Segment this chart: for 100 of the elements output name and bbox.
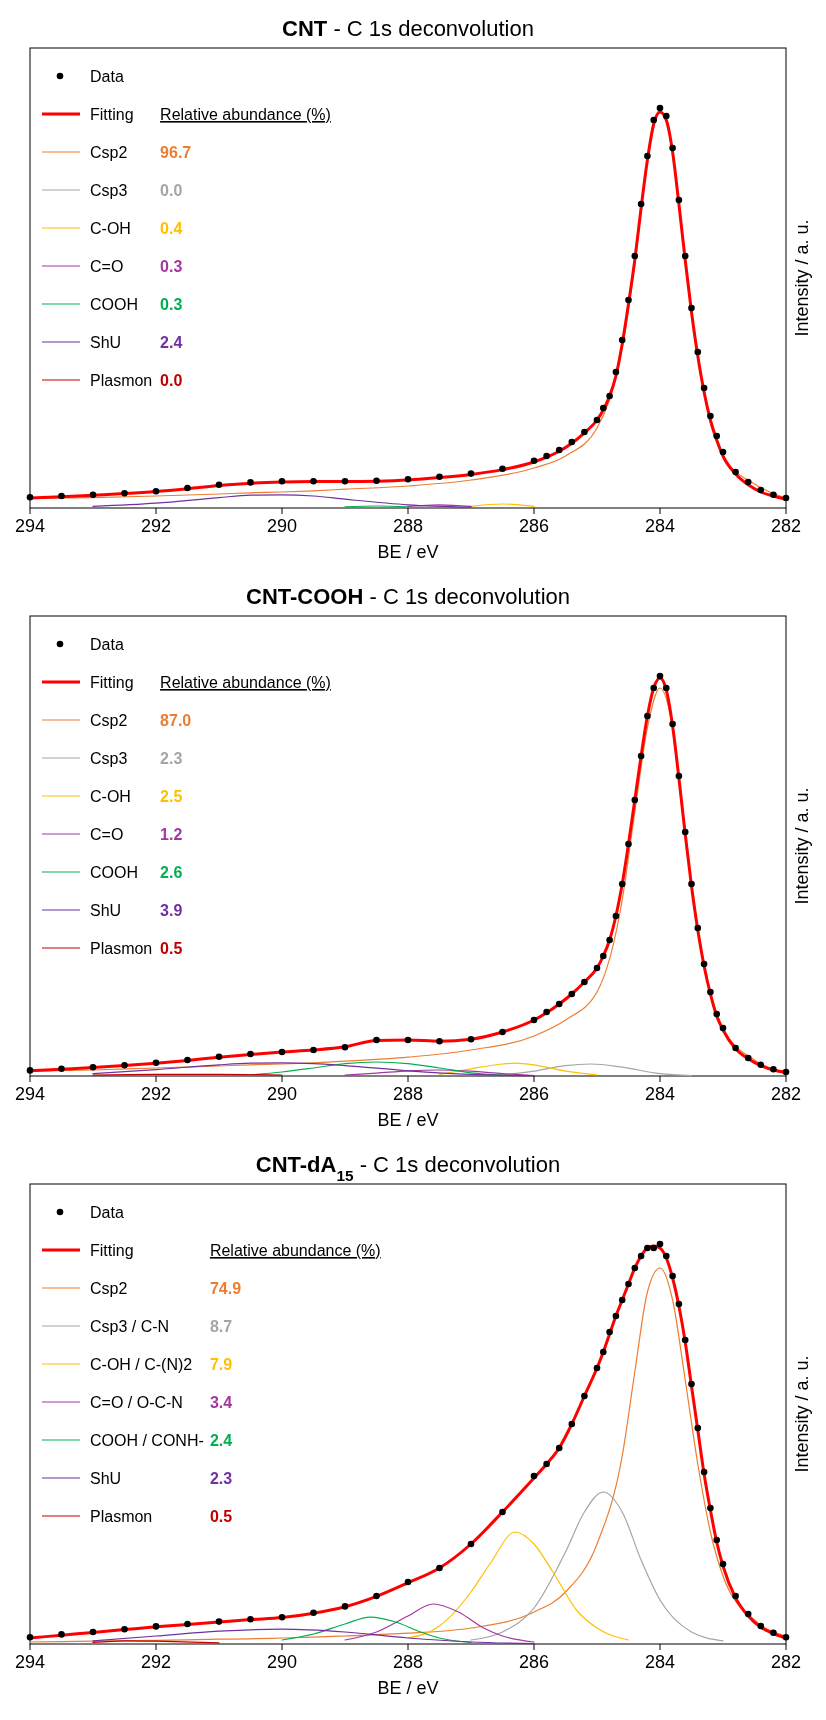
x-tick-label: 290 — [266, 516, 298, 536]
legend-label: Plasmon — [90, 372, 153, 389]
x-tick-label: 292 — [140, 516, 172, 536]
point — [121, 1061, 128, 1069]
point — [625, 296, 632, 304]
point — [782, 494, 790, 502]
point — [719, 1024, 727, 1032]
legend-label: ShU — [90, 902, 122, 919]
point — [278, 1613, 286, 1621]
point — [89, 1063, 97, 1071]
x-tick-label: 288 — [392, 516, 424, 536]
annotation: 74.9 — [209, 1280, 242, 1297]
point — [612, 912, 620, 920]
legend-label: C=O — [90, 258, 124, 275]
point — [618, 336, 626, 344]
point — [625, 1280, 632, 1288]
x-tick-label: 290 — [266, 1652, 298, 1672]
legend-label: ShU — [90, 334, 122, 351]
point — [681, 1336, 689, 1344]
x-tick-label: 282 — [770, 1652, 802, 1672]
point — [663, 1252, 670, 1260]
point — [707, 412, 714, 420]
point — [637, 200, 645, 208]
point — [631, 1264, 639, 1272]
point — [669, 720, 676, 728]
point — [770, 1629, 777, 1637]
legend-label: Csp2 — [90, 1280, 128, 1297]
chart-title: CNT-COOH - C 1s deconvolution — [246, 584, 570, 609]
point — [675, 772, 683, 780]
point — [600, 404, 607, 412]
point — [310, 1046, 317, 1054]
point — [530, 1016, 538, 1024]
x-axis-title: BE / eV — [377, 542, 439, 562]
point — [719, 1560, 727, 1568]
point — [499, 465, 506, 473]
point — [436, 1037, 443, 1045]
point — [757, 1061, 765, 1069]
legend-label: COOH — [90, 864, 138, 881]
point — [341, 1603, 349, 1610]
point — [58, 1065, 65, 1073]
annotation: 1.2 — [160, 826, 183, 843]
annotation: 2.3 — [209, 1470, 233, 1487]
annotation: 3.9 — [160, 902, 183, 919]
annotation: 0.5 — [160, 940, 183, 957]
x-tick-label: 294 — [14, 1084, 46, 1104]
legend-label: C-OH / C-(N)2 — [90, 1356, 193, 1373]
point — [467, 1540, 475, 1548]
annotation: 2.4 — [209, 1432, 233, 1449]
point — [707, 1504, 714, 1512]
x-tick-label: 294 — [14, 516, 46, 536]
legend-label: Plasmon — [90, 1508, 153, 1525]
point — [631, 796, 639, 804]
annotation: 0.4 — [160, 220, 183, 237]
annotation: 0.0 — [160, 182, 183, 199]
point — [341, 1043, 349, 1051]
point — [543, 1008, 550, 1016]
x-axis-title: BE / eV — [377, 1110, 439, 1130]
point — [732, 1592, 739, 1600]
point — [581, 978, 588, 986]
point — [152, 1059, 160, 1067]
point — [436, 473, 443, 481]
point — [694, 348, 702, 356]
annotation: 2.3 — [160, 750, 183, 767]
point — [782, 1068, 790, 1076]
point — [436, 1564, 443, 1572]
x-tick-label: 282 — [770, 516, 802, 536]
legend-label: COOH — [90, 296, 138, 313]
point — [688, 880, 695, 888]
x-tick-label: 286 — [518, 1084, 550, 1104]
point — [669, 1272, 676, 1280]
point — [694, 1424, 702, 1432]
point — [530, 1472, 538, 1480]
point — [650, 684, 657, 692]
point — [184, 1056, 191, 1064]
point — [618, 1296, 626, 1304]
point — [681, 828, 689, 836]
point — [555, 446, 563, 454]
point — [373, 1036, 380, 1044]
annotation: 7.9 — [209, 1356, 233, 1373]
point — [644, 152, 651, 160]
point — [499, 1508, 506, 1516]
point — [732, 468, 739, 476]
point — [757, 486, 765, 494]
point — [373, 1592, 380, 1600]
annotation: 0.3 — [160, 296, 183, 313]
point — [600, 1348, 607, 1356]
legend-label: C-OH — [90, 220, 131, 237]
point — [637, 752, 645, 760]
legend-label: Fitting — [90, 106, 134, 123]
y-axis-title: Intensity / a. u. — [792, 1355, 812, 1473]
point — [121, 1625, 128, 1633]
chart-title: CNT-dA$_{15}$ - C 1s deconvolution — [255, 1152, 561, 1184]
point — [26, 493, 34, 501]
point — [89, 491, 97, 499]
point — [681, 252, 689, 260]
point — [341, 477, 349, 485]
point — [600, 952, 607, 960]
point — [310, 477, 317, 485]
point — [650, 116, 657, 124]
x-tick-label: 294 — [14, 1652, 46, 1672]
